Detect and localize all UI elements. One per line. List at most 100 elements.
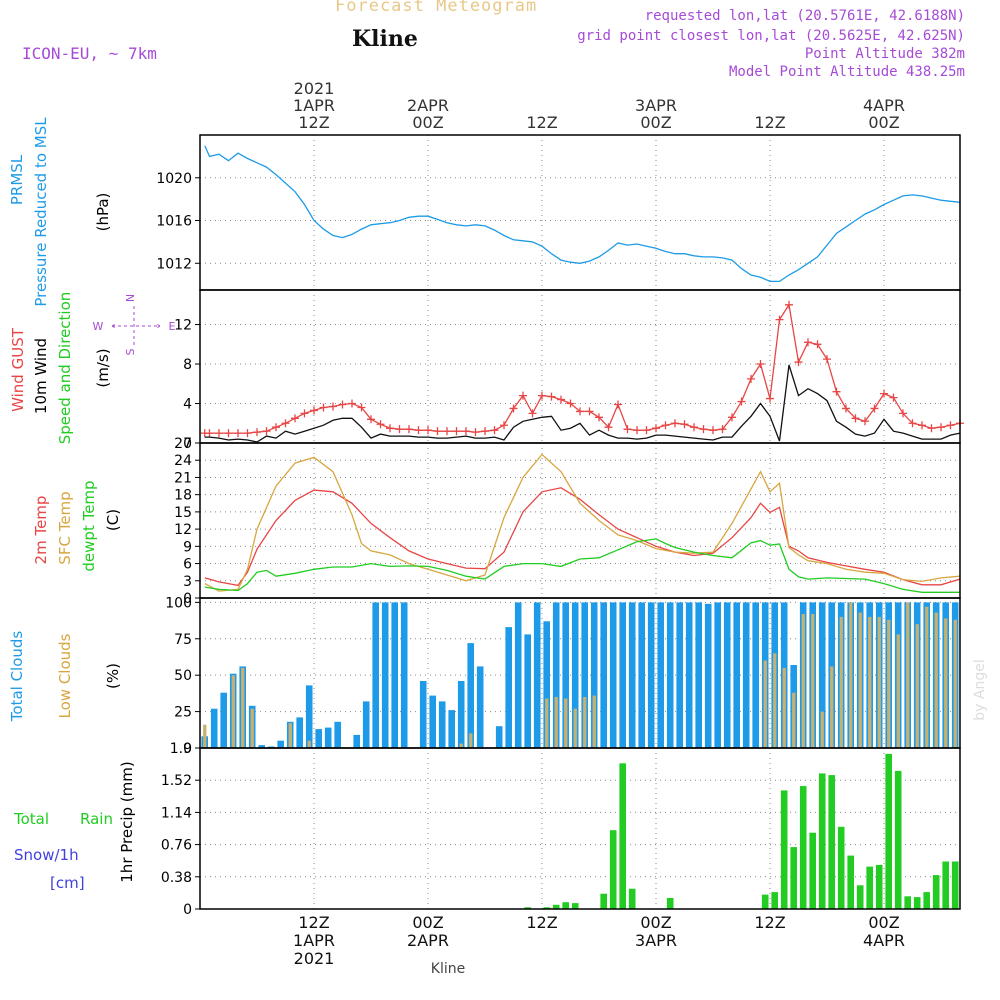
bar — [210, 708, 218, 748]
bar — [657, 602, 664, 748]
data-point — [785, 300, 793, 309]
bar — [915, 624, 919, 748]
top-time-label: 12Z — [754, 113, 785, 132]
bar — [524, 907, 531, 909]
bar — [792, 692, 796, 748]
bar — [590, 602, 598, 748]
bar — [552, 602, 560, 748]
data-point — [243, 429, 252, 438]
cloud-unit: (%) — [104, 663, 122, 689]
series-line — [204, 487, 961, 587]
bar — [391, 602, 398, 748]
bar — [923, 892, 930, 909]
bar — [904, 896, 911, 909]
temp-unit: (C) — [104, 509, 122, 531]
bar — [761, 894, 769, 909]
bar — [573, 708, 577, 748]
data-point — [500, 421, 508, 430]
data-point — [652, 424, 660, 433]
y-tick-label: 1.14 — [161, 805, 192, 821]
bar — [818, 602, 826, 748]
y-tick-label: 0.76 — [161, 838, 192, 854]
bar — [545, 698, 549, 748]
top-time-label: 4APR — [863, 96, 905, 115]
data-point — [946, 421, 955, 430]
data-point — [880, 389, 888, 398]
bar — [647, 602, 655, 748]
bar — [543, 907, 550, 909]
bar — [868, 616, 872, 748]
bar — [495, 726, 503, 748]
bar — [543, 621, 550, 748]
top-time-label: 12Z — [298, 113, 329, 132]
pressure-label: PRMSL — [8, 154, 26, 205]
y-tick-label: 27 — [174, 436, 192, 452]
bar — [820, 711, 824, 748]
wind-dir-label: Speed and Direction — [56, 292, 74, 445]
wind10m-label: 10m Wind — [32, 338, 50, 414]
data-point — [747, 374, 755, 383]
data-point — [604, 423, 613, 432]
y-tick-label: 1.52 — [161, 773, 192, 789]
bottom-time-label: 2APR — [407, 931, 449, 950]
bar — [858, 612, 862, 748]
data-point — [481, 427, 489, 436]
bar — [906, 602, 910, 748]
snow-label: Snow/1h — [14, 846, 79, 864]
compass-n: N — [124, 294, 137, 302]
data-point — [528, 409, 537, 418]
bar — [811, 614, 815, 748]
data-point — [737, 397, 746, 406]
data-point — [253, 428, 261, 437]
bar — [288, 723, 292, 748]
pressure-long-label: Pressure Reduced to MSL — [32, 117, 50, 307]
data-point — [566, 399, 575, 408]
data-point — [927, 424, 936, 433]
bar — [875, 864, 883, 909]
y-tick-label: 21 — [174, 470, 192, 486]
top-time-label: 2021 — [294, 79, 335, 98]
bar — [372, 602, 379, 748]
data-point — [376, 420, 385, 429]
chart-title: Forecast Meteogram — [335, 0, 538, 16]
top-time-label: 00Z — [868, 113, 899, 132]
top-time-label: 1APR — [293, 96, 335, 115]
data-point — [889, 393, 898, 402]
data-point — [348, 399, 356, 408]
bar — [609, 830, 617, 909]
y-tick-label: 1020 — [156, 171, 192, 187]
data-point — [405, 425, 413, 434]
compass-s: S — [124, 348, 137, 355]
bottom-time-label: 00Z — [868, 913, 899, 932]
data-point — [823, 355, 831, 364]
bar — [951, 861, 959, 909]
bar — [600, 893, 607, 909]
bar — [571, 903, 579, 909]
data-point — [234, 429, 242, 438]
y-tick-label: 75 — [174, 632, 192, 648]
bar — [942, 861, 949, 909]
data-point — [224, 429, 233, 438]
bar — [763, 660, 767, 748]
gust-label: Wind GUST — [9, 327, 27, 412]
bar — [801, 614, 805, 748]
bar — [592, 695, 596, 748]
bottom-time-label: 4APR — [863, 931, 905, 950]
rain-label: Rain — [80, 810, 113, 828]
data-point — [766, 394, 774, 403]
bar — [571, 602, 579, 748]
bar — [307, 740, 311, 748]
bar — [828, 775, 835, 909]
y-tick-label: 12 — [174, 522, 192, 538]
bar — [856, 885, 864, 909]
data-point — [367, 415, 375, 424]
top-time-label: 00Z — [640, 113, 671, 132]
data-point — [709, 426, 717, 435]
data-point — [414, 426, 423, 435]
bar — [866, 866, 873, 909]
bar — [220, 692, 227, 748]
data-point — [614, 400, 622, 409]
bar — [944, 618, 948, 748]
bar — [885, 753, 892, 909]
